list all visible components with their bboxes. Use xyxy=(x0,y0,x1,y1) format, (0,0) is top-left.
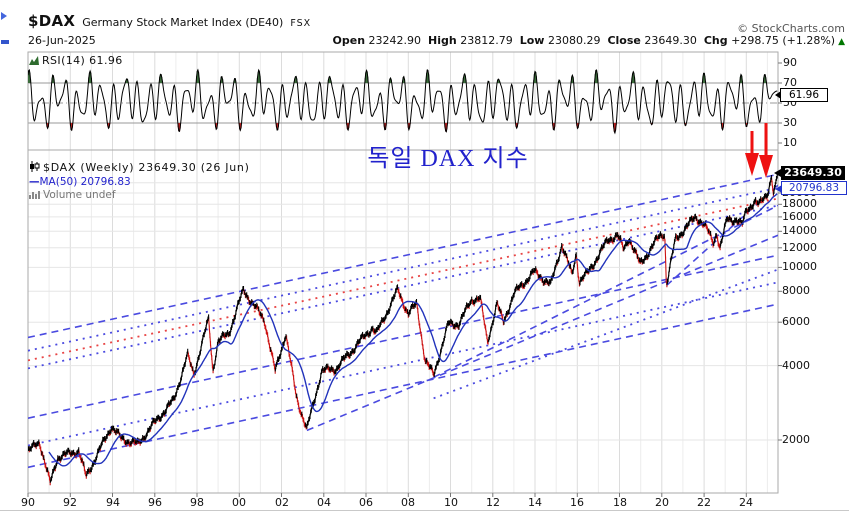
price-badge-text: 23649.30 xyxy=(784,166,842,179)
bottom-divider xyxy=(0,510,849,511)
ma-badge-notch-icon xyxy=(775,185,782,193)
rsi-axis-label: 70 xyxy=(783,76,797,89)
quote-label: Close xyxy=(607,34,641,47)
change-up-triangle-icon: ▲ xyxy=(838,37,845,47)
exchange-code: FSX xyxy=(290,18,312,29)
trendlines xyxy=(28,173,778,469)
x-axis-label: 14 xyxy=(528,496,542,509)
x-axis-label: 18 xyxy=(613,496,627,509)
panel-borders xyxy=(27,51,782,497)
x-axis-label: 06 xyxy=(359,496,373,509)
x-axis-label: 90 xyxy=(21,496,35,509)
volume-legend: Volume undef xyxy=(29,189,116,202)
x-axis-label: 10 xyxy=(444,496,458,509)
rsi-badge-notch-icon xyxy=(775,91,781,99)
rsi-value-badge: 61.96 xyxy=(775,88,828,102)
page-bullet-arrow-icon xyxy=(1,12,7,20)
quote-label: Low xyxy=(519,34,545,47)
ma-legend-label: MA(50) 20796.83 xyxy=(39,176,131,188)
x-axis-label: 20 xyxy=(655,496,669,509)
x-axis-label: 02 xyxy=(275,496,289,509)
quote-value: 23649.30 xyxy=(640,34,697,47)
ma50-line xyxy=(48,193,778,467)
ticker-symbol: $DAX xyxy=(28,12,76,30)
down-arrows-annotation xyxy=(745,123,773,178)
x-axis-label: 94 xyxy=(106,496,120,509)
x-axis-label: 98 xyxy=(190,496,204,509)
ticker-description: Germany Stock Market Index (DE40) xyxy=(82,16,284,29)
x-axis-label: 12 xyxy=(486,496,500,509)
ohlc-quote-row: Open 23242.90 High 23812.79 Low 23080.29 Cl… xyxy=(326,34,845,47)
x-axis-label: 04 xyxy=(317,496,331,509)
x-axis-label: 00 xyxy=(232,496,246,509)
rsi-legend-label: RSI(14) 61.96 xyxy=(42,54,123,67)
quote-value: 23812.79 xyxy=(456,34,513,47)
chart-header: $DAX Germany Stock Market Index (DE40) FSX xyxy=(28,11,311,30)
y-axis-label: 12000 xyxy=(782,241,817,254)
page-bullet-dash-icon xyxy=(1,40,9,44)
chart-date: 26-Jun-2025 xyxy=(28,34,96,47)
rsi-axis-label: 90 xyxy=(783,56,797,69)
x-axis-label: 24 xyxy=(739,496,753,509)
candlestick-series xyxy=(28,173,778,486)
quote-value: +298.75 (+1.28%) xyxy=(727,34,836,47)
y-axis-label: 10000 xyxy=(782,260,817,273)
rsi-axis-label: 30 xyxy=(783,116,797,129)
quote-value: 23242.90 xyxy=(365,34,422,47)
quote-label: Chg xyxy=(703,34,728,47)
quote-label: Open xyxy=(332,34,366,47)
ma-line-sample-icon: — xyxy=(29,176,40,188)
last-price-badge: 23649.30 xyxy=(774,166,845,180)
price-badge-notch-icon xyxy=(774,169,781,177)
symbol-legend: $DAX (Weekly) 23649.30 (26 Jun) xyxy=(29,161,250,175)
rsi-legend: RSI(14) 61.96 xyxy=(29,54,123,68)
rsi-series xyxy=(28,68,778,135)
ma-badge-text: 20796.83 xyxy=(788,182,840,194)
rsi-badge-text: 61.96 xyxy=(788,89,820,101)
ma-legend: —MA(50) 20796.83 xyxy=(29,176,131,188)
volume-legend-label: Volume undef xyxy=(43,189,116,201)
quote-value: 23080.29 xyxy=(544,34,601,47)
x-axis-label: 92 xyxy=(63,496,77,509)
x-axis-label: 08 xyxy=(401,496,415,509)
rsi-axis-label: 10 xyxy=(783,136,797,149)
ma-value-badge: 20796.83 xyxy=(775,181,847,195)
y-axis-label: 2000 xyxy=(782,433,810,446)
symbol-legend-label: $DAX (Weekly) 23649.30 (26 Jun) xyxy=(43,161,250,174)
y-axis-label: 6000 xyxy=(782,315,810,328)
y-axis-label: 8000 xyxy=(782,284,810,297)
rsi-indicator-icon xyxy=(29,55,39,68)
x-axis-label: 22 xyxy=(697,496,711,509)
y-axis-label: 14000 xyxy=(782,224,817,237)
y-axis-label: 4000 xyxy=(782,359,810,372)
x-axis-label: 16 xyxy=(570,496,584,509)
candlestick-icon xyxy=(29,161,40,175)
volume-bars-icon xyxy=(29,189,40,202)
korean-annotation: 독일 DAX 지수 xyxy=(367,146,529,172)
stockcharts-copyright: © StockCharts.com xyxy=(737,22,845,35)
y-axis-label: 18000 xyxy=(782,197,817,210)
x-axis-label: 96 xyxy=(148,496,162,509)
quote-label: High xyxy=(428,34,457,47)
y-axis-label: 16000 xyxy=(782,210,817,223)
gridlines xyxy=(27,52,778,493)
